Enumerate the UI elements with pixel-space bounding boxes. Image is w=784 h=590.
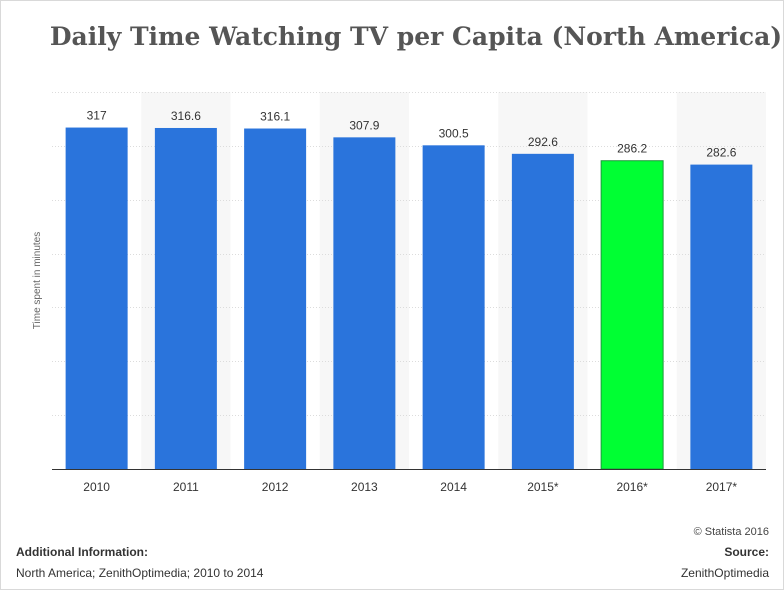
- x-tick-label: 2016*: [616, 480, 648, 494]
- bar: [154, 127, 217, 470]
- bar-chart: 317 316.6 316.1 307.9 300.5 292.6 286.2 282.6 2…: [32, 92, 766, 494]
- bar: [333, 137, 396, 469]
- additional-info-text: North America; ZenithOptimedia; 2010 to …: [16, 566, 264, 580]
- bar: [511, 153, 574, 469]
- bar-value-label: 316.1: [260, 110, 290, 124]
- bar-value-label: 292.6: [528, 135, 558, 149]
- bar: [65, 127, 128, 469]
- source-label: Source:: [724, 545, 769, 559]
- bar-value-label: 316.6: [171, 109, 201, 123]
- x-tick-label: 2011: [173, 480, 199, 494]
- x-tick-label: 2012: [262, 480, 289, 494]
- x-tick-label: 2015*: [527, 480, 559, 494]
- x-tick-label: 2013: [351, 480, 378, 494]
- bar-value-label: 300.5: [439, 126, 469, 140]
- bar-value-label: 307.9: [349, 118, 379, 132]
- x-tick-label: 2014: [440, 480, 467, 494]
- y-axis-label: Time spent in minutes: [32, 232, 43, 329]
- value-labels: 317 316.6 316.1 307.9 300.5 292.6 286.2 282.6: [87, 109, 737, 160]
- additional-info-label: Additional Information:: [16, 545, 148, 559]
- x-tick-label: 2010: [83, 480, 110, 494]
- bar: [690, 164, 753, 469]
- bar: [244, 128, 307, 469]
- bar-value-label: 282.6: [706, 146, 736, 160]
- bars: [65, 127, 753, 470]
- source-text: ZenithOptimedia: [680, 566, 769, 580]
- x-tick-labels: 2010 2011 2012 2013 2014 2015* 2016* 2017*: [83, 480, 737, 494]
- bar-value-label: 286.2: [617, 142, 647, 156]
- highlighted-bar: [600, 160, 664, 470]
- x-tick-label: 2017*: [706, 480, 738, 494]
- chart-title: Daily Time Watching TV per Capita (North…: [49, 22, 783, 51]
- bar-value-label: 317: [87, 109, 107, 123]
- bar: [422, 145, 485, 469]
- copyright-text: © Statista 2016: [693, 526, 769, 538]
